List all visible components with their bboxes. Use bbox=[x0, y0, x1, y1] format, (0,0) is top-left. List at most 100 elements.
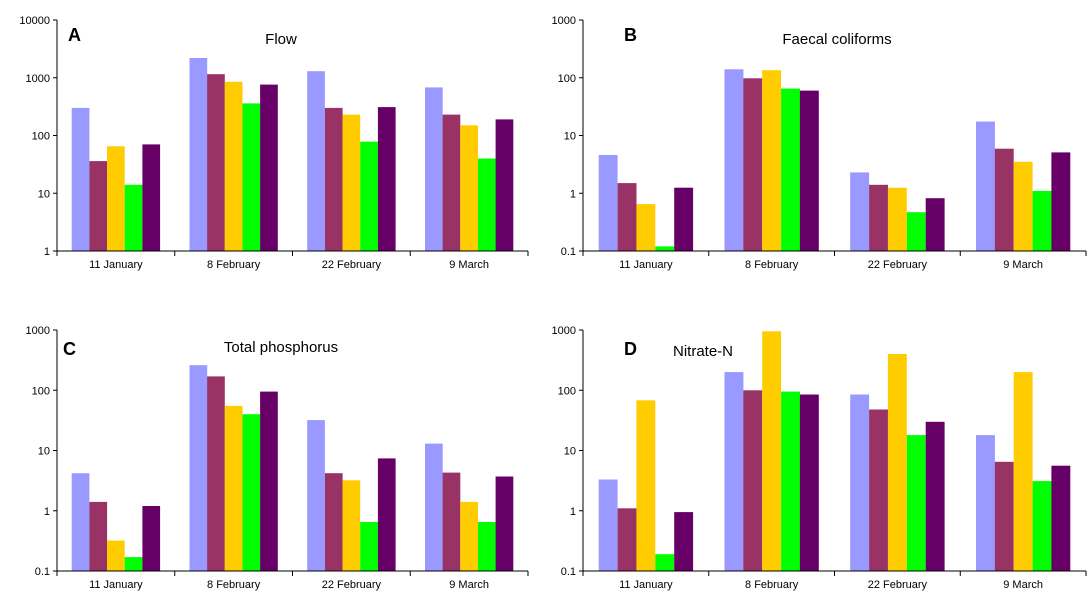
bar-b-s4-1 bbox=[655, 246, 675, 251]
y-tick-label: 1000 bbox=[552, 325, 576, 337]
bar-c-s2-1 bbox=[89, 501, 108, 571]
bar-c-s1-2 bbox=[189, 365, 208, 571]
bar-b-s5-2 bbox=[799, 90, 819, 251]
bar-b-s1-2 bbox=[724, 69, 744, 251]
bar-d-s1-2 bbox=[724, 372, 744, 571]
bar-b-s5-1 bbox=[674, 187, 694, 251]
bar-d-s1-4 bbox=[976, 435, 995, 571]
y-tick-label: 10 bbox=[564, 446, 576, 458]
bar-a-s5-2 bbox=[260, 84, 278, 251]
panel-letter: A bbox=[68, 25, 81, 45]
x-tick-label: 22 February bbox=[868, 259, 928, 271]
chart-panel-c: 0.1 1 10 100 1000 11 January 8 February 22 Febr… bbox=[26, 325, 529, 591]
x-tick-label: 8 February bbox=[745, 579, 799, 591]
bar-d-s5-2 bbox=[799, 394, 819, 571]
chart-panel-a: 1 10 100 1000 10000 11 January 8 February 22 Fe… bbox=[19, 15, 529, 271]
bar-d-s5-3 bbox=[925, 421, 945, 571]
bar-a-s3-3 bbox=[342, 114, 361, 251]
bar-c-s2-2 bbox=[207, 376, 225, 571]
y-tick-label: 100 bbox=[558, 385, 576, 397]
x-tick-label: 9 March bbox=[1003, 579, 1043, 591]
bar-a-s2-3 bbox=[324, 107, 343, 252]
bar-b-s1-4 bbox=[976, 121, 995, 251]
bar-c-s3-2 bbox=[224, 405, 243, 571]
y-tick-label: 10 bbox=[564, 131, 576, 143]
y-tick-label: 100 bbox=[558, 73, 576, 85]
bar-a-s3-4 bbox=[460, 125, 478, 251]
bar-c-s1-3 bbox=[307, 420, 325, 571]
panel-letter: B bbox=[624, 25, 637, 45]
x-tick-label: 11 January bbox=[619, 579, 673, 591]
bar-c-s2-3 bbox=[324, 473, 343, 571]
bar-a-s5-3 bbox=[377, 107, 396, 251]
bar-c-s4-1 bbox=[124, 557, 143, 571]
bar-b-s1-3 bbox=[850, 172, 870, 251]
bar-c-s4-2 bbox=[242, 414, 261, 571]
bar-a-s2-4 bbox=[442, 114, 461, 251]
y-tick-label: 0.1 bbox=[35, 566, 50, 578]
bar-b-s1-1 bbox=[598, 155, 618, 251]
x-tick-label: 9 March bbox=[1003, 259, 1043, 271]
bar-c-s5-3 bbox=[377, 458, 396, 571]
x-tick-label: 9 March bbox=[449, 579, 489, 591]
bar-b-s3-1 bbox=[636, 204, 656, 251]
bar-b-s3-2 bbox=[762, 70, 782, 251]
bar-b-s2-1 bbox=[617, 183, 637, 251]
bar-a-s4-4 bbox=[478, 158, 496, 251]
y-tick-label: 10 bbox=[38, 188, 50, 200]
bar-d-s5-4 bbox=[1051, 465, 1071, 571]
bar-c-s4-4 bbox=[478, 522, 496, 571]
y-tick-label: 10 bbox=[38, 446, 50, 458]
bar-c-s1-1 bbox=[71, 473, 90, 571]
bar-a-s2-2 bbox=[207, 74, 225, 251]
bar-d-s3-3 bbox=[887, 354, 907, 571]
chart-title: Total phosphorus bbox=[224, 339, 338, 356]
bar-d-s3-2 bbox=[762, 331, 782, 571]
bar-b-s5-3 bbox=[925, 198, 945, 251]
bar-c-s4-3 bbox=[360, 522, 378, 571]
bar-d-s5-1 bbox=[674, 512, 694, 571]
bar-a-s1-3 bbox=[307, 71, 325, 251]
y-tick-label: 0.1 bbox=[561, 566, 576, 578]
x-tick-label: 8 February bbox=[745, 259, 799, 271]
bar-d-s2-3 bbox=[869, 409, 888, 571]
y-tick-label: 100 bbox=[32, 385, 50, 397]
bar-c-s3-3 bbox=[342, 480, 361, 571]
x-tick-label: 8 February bbox=[207, 259, 261, 271]
bar-b-s4-3 bbox=[906, 212, 926, 251]
x-tick-label: 11 January bbox=[89, 259, 143, 271]
bar-a-s4-1 bbox=[124, 184, 143, 251]
bar-d-s1-3 bbox=[850, 394, 870, 571]
x-tick-label: 22 February bbox=[322, 579, 382, 591]
y-tick-label: 10000 bbox=[19, 15, 50, 27]
y-tick-label: 1000 bbox=[552, 15, 576, 27]
chart-title: Flow bbox=[265, 31, 297, 48]
bar-d-s4-2 bbox=[781, 391, 800, 571]
bar-a-s5-4 bbox=[495, 119, 514, 252]
y-tick-label: 100 bbox=[32, 131, 50, 143]
bar-b-s2-4 bbox=[994, 148, 1014, 251]
y-tick-label: 1000 bbox=[26, 325, 50, 337]
bar-d-s4-1 bbox=[655, 554, 675, 571]
bar-d-s3-1 bbox=[636, 400, 656, 571]
bar-c-s5-1 bbox=[142, 506, 161, 571]
chart-panel-b: 0.1 1 10 100 1000 11 January 8 February 22 Febr… bbox=[552, 15, 1087, 271]
bar-a-s4-3 bbox=[360, 141, 378, 251]
y-tick-label: 0.1 bbox=[561, 246, 576, 258]
bar-d-s3-4 bbox=[1013, 372, 1033, 571]
bar-a-s3-1 bbox=[107, 146, 125, 251]
panel-letter: C bbox=[63, 339, 76, 359]
bar-a-s5-1 bbox=[142, 144, 161, 251]
bar-d-s4-3 bbox=[906, 435, 926, 571]
bar-c-s5-4 bbox=[495, 476, 514, 571]
y-tick-label: 1 bbox=[570, 188, 576, 200]
bar-b-s2-3 bbox=[869, 184, 888, 251]
bar-c-s3-4 bbox=[460, 501, 478, 571]
bar-a-s3-2 bbox=[224, 81, 243, 251]
bar-b-s2-2 bbox=[743, 78, 763, 251]
bar-a-s1-2 bbox=[189, 58, 208, 251]
bar-c-s5-2 bbox=[260, 391, 278, 571]
bar-b-s4-4 bbox=[1032, 190, 1052, 251]
